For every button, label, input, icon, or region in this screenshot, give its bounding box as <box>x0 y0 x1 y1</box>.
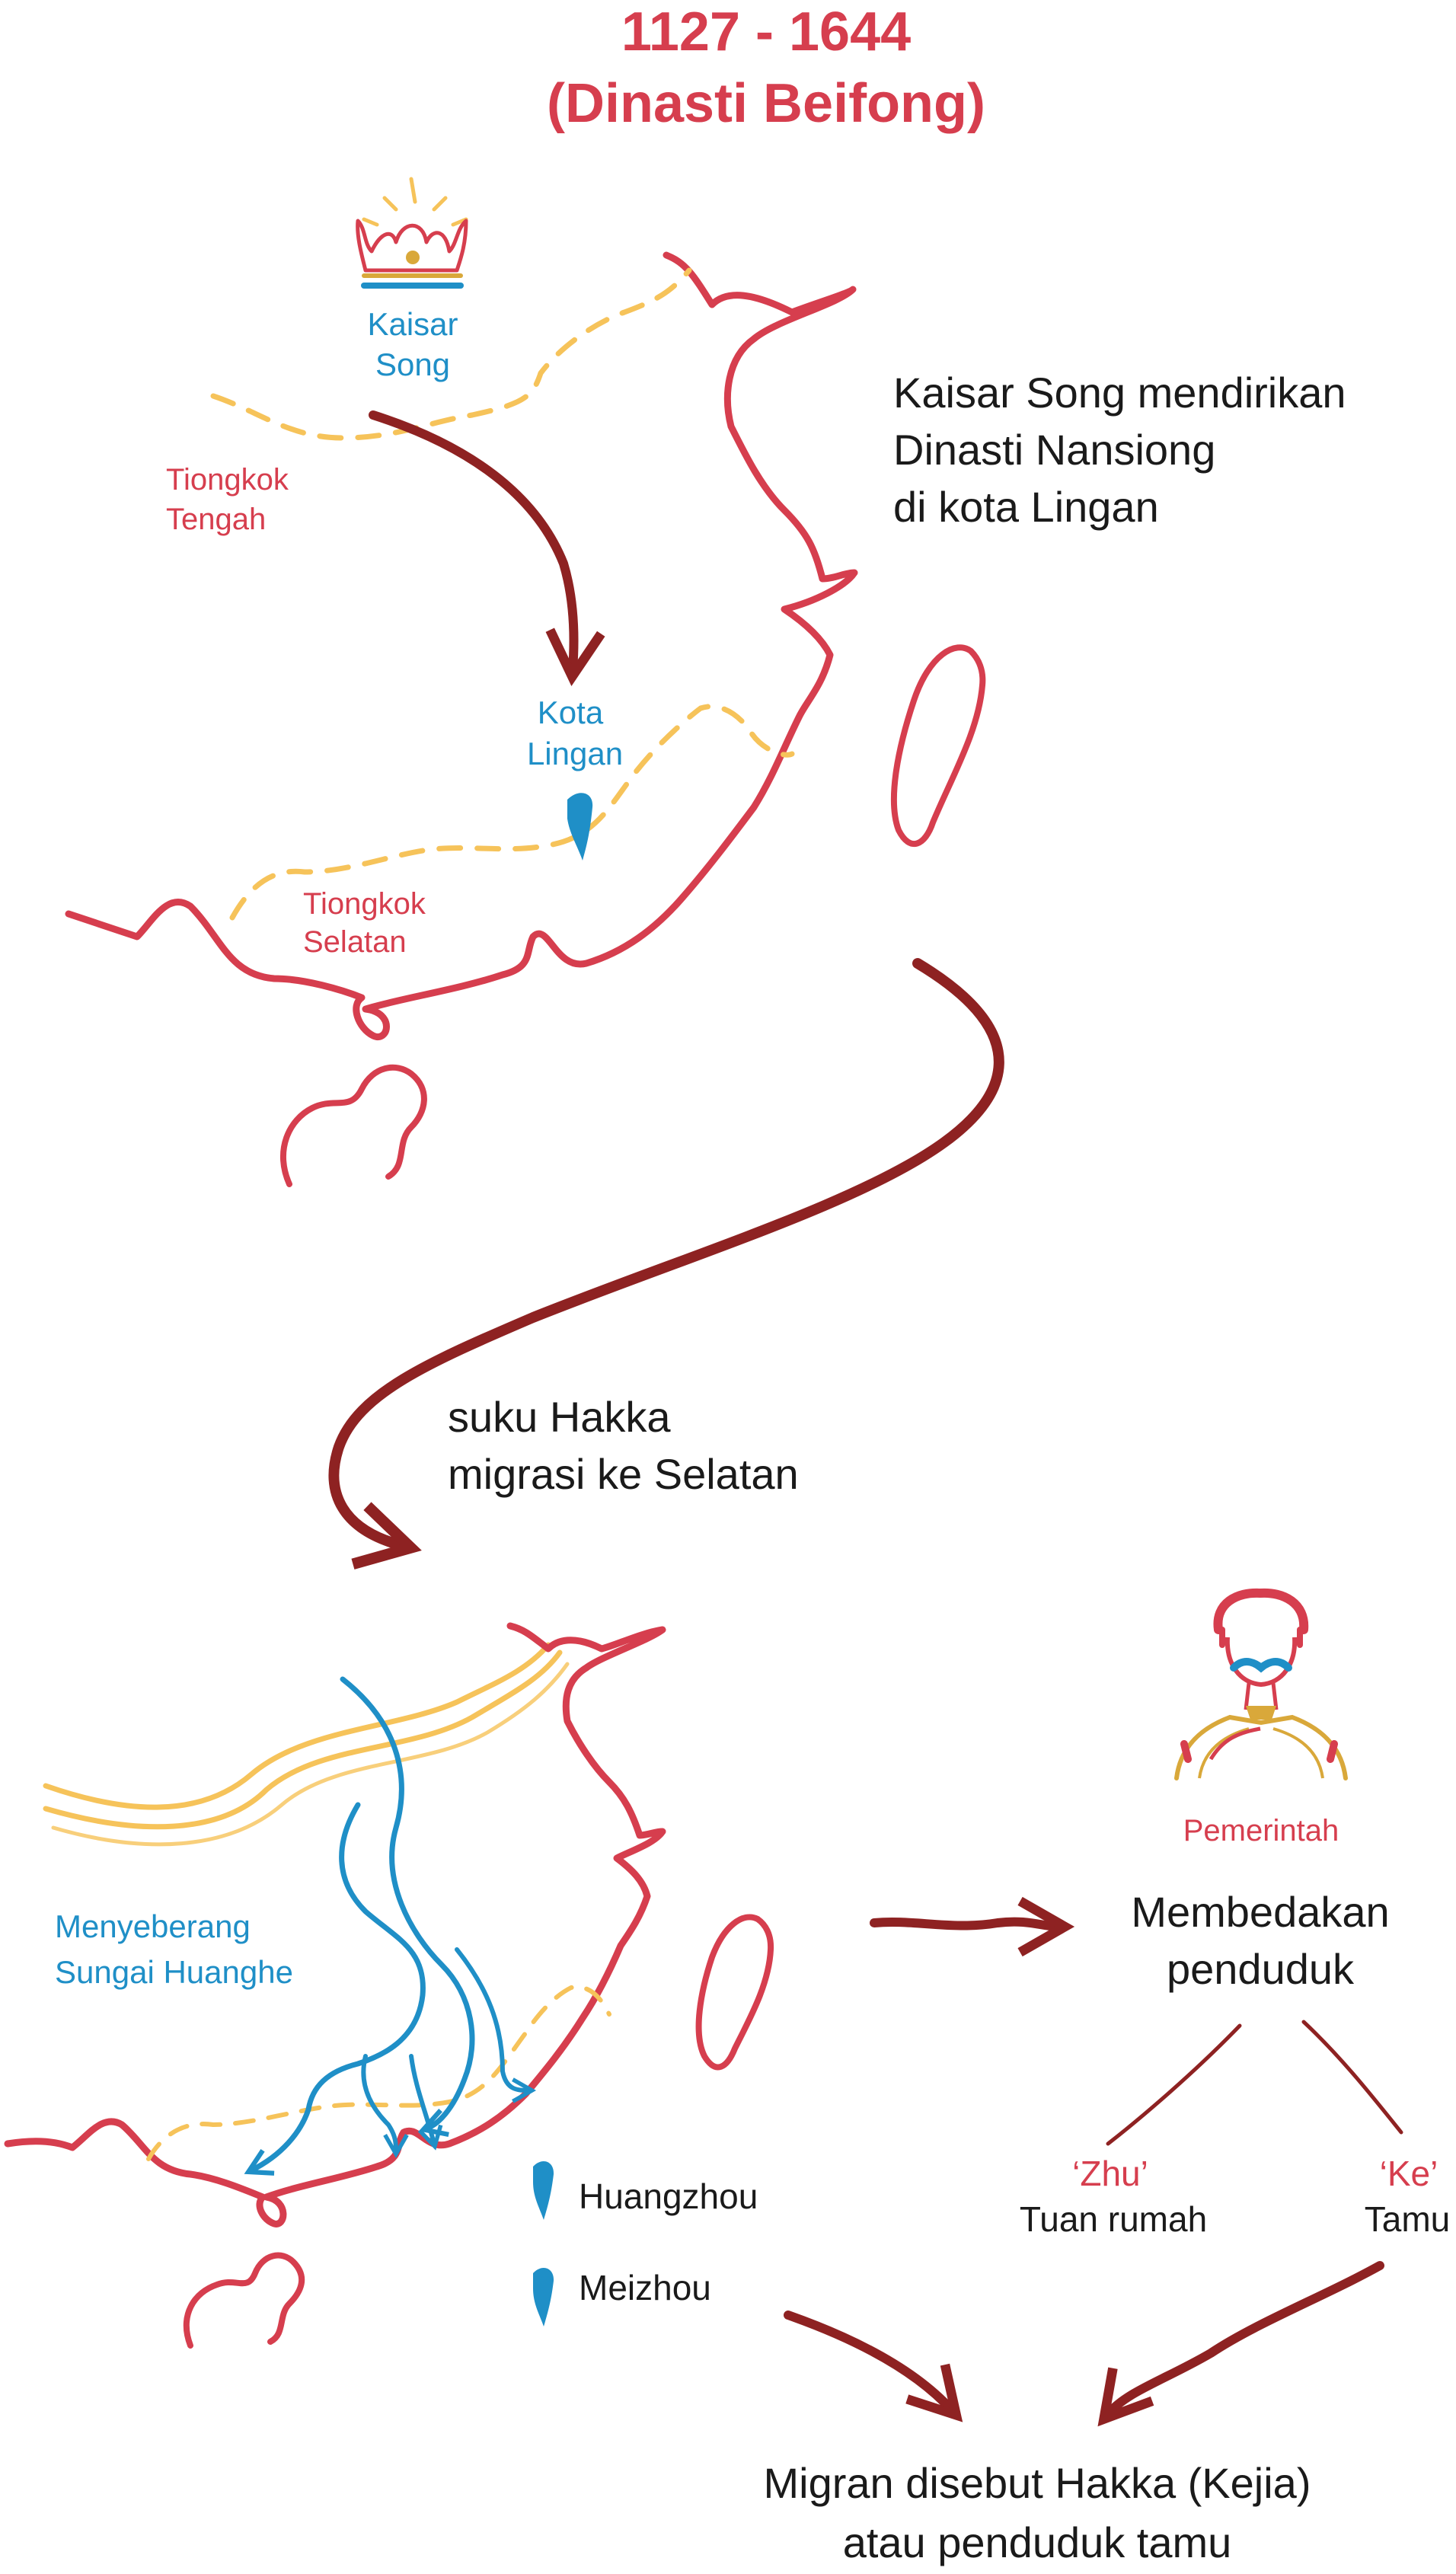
title-dynasty: (Dinasti Beifong) <box>547 73 985 134</box>
migration-route-5 <box>409 2054 443 2151</box>
action-line-2: penduduk <box>1167 1945 1355 1993</box>
bottom-map-south-coast <box>184 2252 305 2349</box>
official-icon <box>1174 1588 1348 1780</box>
top-map-taiwan <box>890 644 986 848</box>
conclusion-line-1: Migran disebut Hakka (Kejia) <box>764 2459 1311 2507</box>
south-border-dashed <box>229 704 795 921</box>
migration-route-2 <box>305 1802 426 2113</box>
region-south-label-1: Tiongkok <box>303 887 426 921</box>
legend: Huangzhou Meizhou <box>533 2160 758 2326</box>
ke-term: ‘Ke’ <box>1380 2154 1438 2193</box>
legend-to-conclusion-arrow <box>784 2311 963 2422</box>
ke-to-conclusion-arrow <box>1097 2261 1384 2427</box>
top-map-south-coast <box>280 1064 427 1187</box>
lingan-marker-icon <box>567 793 593 861</box>
region-north-label-1: Tiongkok <box>166 463 289 497</box>
region-north-label-2: Tengah <box>166 503 266 536</box>
bottom-map: Menyeberang Sungai Huanghe <box>4 1622 774 2349</box>
river-label-2: Sungai Huanghe <box>55 1954 293 1990</box>
emperor-label-2: Song <box>375 346 450 382</box>
meizhou-marker-icon <box>533 2267 554 2326</box>
split-line-zhu <box>1106 2023 1242 2146</box>
caption-line-3: di kota Lingan <box>893 483 1159 531</box>
bottom-map-taiwan <box>695 1914 774 2071</box>
emperor-label-1: Kaisar <box>367 306 458 342</box>
migration-arrow <box>328 958 1004 1570</box>
caption-line-2: Dinasti Nansiong <box>893 426 1215 474</box>
huangzhou-marker-icon <box>533 2160 554 2220</box>
city-label-2: Lingan <box>527 736 623 771</box>
migration-line-2: migrasi ke Selatan <box>448 1450 799 1498</box>
zhu-meaning: Tuan rumah <box>1020 2199 1207 2239</box>
action-line-1: Membedakan <box>1131 1888 1389 1936</box>
bottom-border-dashed <box>146 1985 611 2161</box>
legend-meizhou: Meizhou <box>579 2268 711 2307</box>
migration-route-4 <box>361 2054 409 2159</box>
huanghe-river-inner <box>43 1649 563 1830</box>
migration-route-6 <box>455 1947 537 2103</box>
huanghe-river-outer <box>43 1642 551 1810</box>
north-border-dashed <box>210 267 692 441</box>
migration-line-1: suku Hakka <box>448 1393 671 1441</box>
split-line-ke <box>1301 2020 1403 2135</box>
map-to-government-arrow <box>870 1896 1075 1957</box>
emperor-to-city-arrow <box>369 410 605 687</box>
migration-route-3 <box>244 2106 311 2176</box>
zhu-term: ‘Zhu’ <box>1072 2154 1148 2193</box>
ke-meaning: Tamu <box>1365 2199 1450 2239</box>
crown-icon <box>356 177 468 289</box>
top-map: Kaisar Song Tiongkok Tengah Kota Lingan … <box>65 177 986 1187</box>
river-label-1: Menyeberang <box>55 1908 251 1944</box>
caption-line-1: Kaisar Song mendirikan <box>893 369 1346 417</box>
migration-route-1 <box>340 1676 475 2138</box>
region-south-label-2: Selatan <box>303 925 407 959</box>
top-map-coastline <box>65 251 858 1041</box>
government-label: Pemerintah <box>1183 1814 1339 1847</box>
bottom-map-coastline <box>4 1622 666 2228</box>
city-label-1: Kota <box>538 695 604 730</box>
title-years: 1127 - 1644 <box>621 2 911 62</box>
conclusion-line-2: atau penduduk tamu <box>843 2518 1232 2566</box>
legend-huangzhou: Huangzhou <box>579 2176 758 2216</box>
